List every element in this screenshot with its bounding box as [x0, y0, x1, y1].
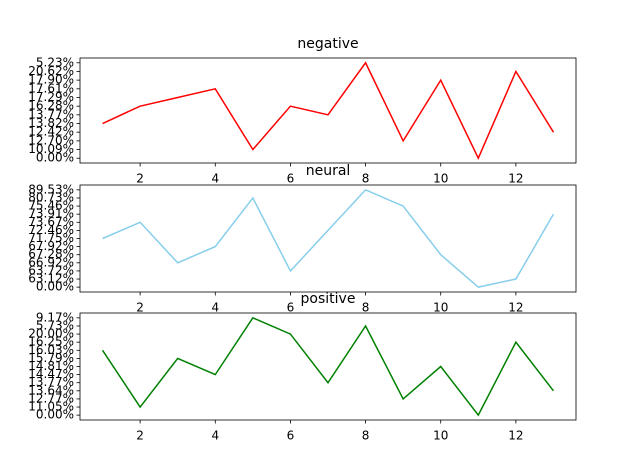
y-tick-label: 16.03%	[28, 343, 74, 357]
y-tick-label: 13.77%	[28, 375, 74, 389]
y-tick-label: 13.82%	[28, 116, 74, 130]
subplot-title: positive	[301, 291, 356, 307]
y-tick-label: 11.05%	[28, 400, 74, 414]
y-tick-label: 12.77%	[28, 391, 74, 405]
x-tick-label: 8	[362, 429, 370, 443]
y-tick-label: 17.90%	[28, 73, 74, 87]
x-tick-label: 12	[508, 301, 523, 315]
y-tick-label: 12.42%	[28, 125, 74, 139]
x-tick-label: 8	[362, 301, 370, 315]
x-tick-label: 12	[508, 429, 523, 443]
x-tick-label: 2	[136, 429, 144, 443]
y-tick-label: 67.92%	[28, 239, 74, 253]
y-tick-label: 73.91%	[28, 207, 74, 221]
data-line	[102, 188, 555, 288]
y-tick-label: 10.09%	[28, 142, 74, 156]
x-tick-label: 4	[211, 429, 219, 443]
y-tick-label: 75.46%	[28, 199, 74, 213]
x-tick-label: 10	[433, 301, 448, 315]
x-tick-label: 2	[136, 172, 144, 186]
y-tick-label: 63.12%	[28, 272, 74, 286]
y-tick-label: 67.28%	[28, 247, 74, 261]
x-tick-label: 2	[136, 301, 144, 315]
y-tick-label: 73.67%	[28, 215, 74, 229]
y-tick-label: 13.64%	[28, 383, 74, 397]
x-tick-label: 4	[211, 172, 219, 186]
y-tick-label: 15.79%	[28, 351, 74, 365]
y-tick-label: 5.73%	[36, 318, 74, 332]
x-tick-label: 12	[508, 172, 523, 186]
y-tick-label: 66.92%	[28, 255, 74, 269]
y-tick-label: 14.47%	[28, 367, 74, 381]
x-tick-label: 6	[287, 429, 295, 443]
subplot-title: negative	[297, 36, 358, 52]
y-tick-label: 13.77%	[28, 107, 74, 121]
y-tick-label: 12.70%	[28, 133, 74, 147]
y-tick-label: 72.46%	[28, 223, 74, 237]
x-tick-label: 10	[433, 429, 448, 443]
y-tick-label: 14.81%	[28, 359, 74, 373]
y-tick-label: 0.00%	[36, 151, 74, 165]
data-line	[102, 61, 555, 161]
y-tick-label: 80.73%	[28, 190, 74, 204]
x-tick-label: 6	[287, 172, 295, 186]
y-tick-label: 63.72%	[28, 263, 74, 277]
x-tick-label: 10	[433, 172, 448, 186]
y-tick-label: 0.00%	[36, 280, 74, 294]
y-tick-label: 5.23%	[36, 55, 74, 69]
x-tick-label: 4	[211, 301, 219, 315]
y-tick-label: 16.28%	[28, 99, 74, 113]
subplot-title: neural	[306, 163, 351, 179]
x-tick-label: 8	[362, 172, 370, 186]
y-tick-label: 17.61%	[28, 81, 74, 95]
y-tick-label: 20.00%	[28, 327, 74, 341]
y-tick-label: 17.29%	[28, 90, 74, 104]
y-tick-label: 16.25%	[28, 335, 74, 349]
y-tick-label: 89.53%	[28, 182, 74, 196]
plot-area	[79, 57, 577, 164]
y-tick-label: 71.75%	[28, 231, 74, 245]
y-tick-label: 9.17%	[36, 310, 74, 324]
data-line	[101, 316, 555, 417]
plot-area	[79, 312, 577, 421]
y-tick-label: 20.62%	[28, 64, 74, 78]
x-tick-label: 6	[287, 301, 295, 315]
y-tick-label: 0.00%	[36, 408, 74, 422]
